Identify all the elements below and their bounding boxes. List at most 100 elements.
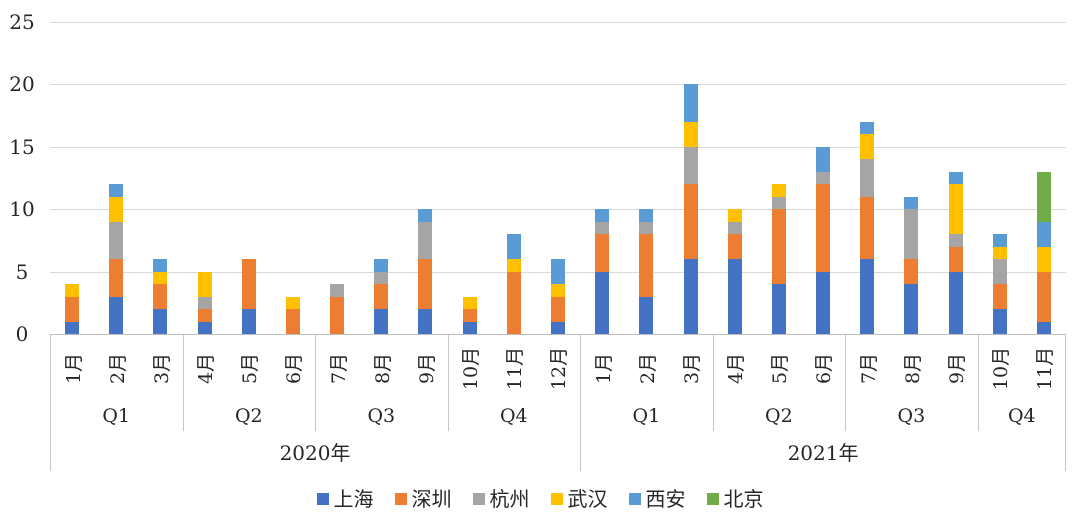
bar-segment	[551, 321, 565, 334]
x-tick-month: 3月	[138, 336, 182, 400]
x-tick-month: 1月	[580, 336, 624, 400]
legend-label: 武汉	[567, 487, 608, 511]
bar-segment	[992, 309, 1007, 334]
x-group-year: 2021年	[787, 440, 859, 465]
bar-segment	[992, 284, 1007, 310]
x-group-year: 2020年	[279, 440, 351, 465]
bar-segment	[418, 259, 433, 310]
x-tick-month-label: 2月	[106, 352, 129, 384]
bar-segment	[727, 209, 742, 222]
bar-segment	[418, 209, 433, 222]
bar-segment	[374, 284, 389, 310]
legend-item: 武汉	[550, 487, 608, 511]
x-group-quarter: Q2	[765, 405, 793, 427]
x-tick-month-label: 10月	[460, 346, 483, 390]
y-tick-label: 15	[9, 134, 35, 159]
bar-segment	[860, 159, 875, 197]
bar-segment	[1036, 321, 1051, 334]
bar-segment	[904, 196, 919, 210]
bar-segment	[595, 234, 610, 272]
legend-label: 杭州	[489, 487, 530, 511]
y-tick-label: 10	[9, 197, 35, 222]
bar-segment	[860, 134, 875, 160]
x-tick-month: 10月	[978, 336, 1022, 400]
legend-label: 深圳	[411, 487, 452, 511]
bar-segment	[816, 171, 831, 185]
gridline	[50, 209, 1066, 211]
gridline	[50, 146, 1066, 148]
legend-swatch	[394, 493, 407, 505]
bar-segment	[727, 259, 742, 334]
x-group-quarter: Q4	[1007, 405, 1036, 427]
bar-segment	[816, 146, 831, 172]
bar-segment	[727, 234, 742, 260]
y-tick-label: 0	[15, 322, 29, 346]
bar-segment	[109, 259, 124, 297]
x-tick-month-label: 4月	[725, 352, 748, 384]
axis-separator-quarter	[712, 335, 714, 431]
bar-segment	[639, 296, 654, 334]
legend-swatch	[550, 493, 563, 505]
y-tick-label: 25	[9, 10, 35, 34]
x-tick-month: 6月	[801, 336, 845, 400]
y-tick-label: 5	[15, 259, 29, 284]
bar-segment	[595, 221, 610, 235]
bar-segment	[506, 234, 521, 260]
bar-segment	[771, 196, 786, 210]
bar-segment	[860, 196, 875, 260]
bar-segment	[948, 271, 963, 334]
bar-segment	[1036, 221, 1051, 247]
axis-separator-year	[1065, 335, 1066, 471]
x-tick-month: 3月	[668, 336, 712, 400]
x-tick-month: 10月	[448, 336, 492, 400]
bar-segment	[65, 284, 80, 297]
x-group-quarter: Q3	[897, 405, 926, 427]
bar-segment	[551, 259, 565, 285]
x-tick-month-label: 6月	[283, 352, 306, 384]
bar-segment	[551, 296, 565, 322]
x-tick-month-label: 4月	[195, 352, 218, 384]
bar-segment	[771, 184, 786, 197]
bar-segment	[683, 259, 698, 334]
x-tick-month: 5月	[227, 336, 271, 400]
axis-separator-year	[50, 335, 51, 471]
x-tick-month: 1月	[50, 336, 94, 400]
bar-segment	[65, 296, 80, 322]
bar-segment	[816, 271, 831, 334]
x-tick-month: 8月	[889, 336, 933, 400]
x-tick-month-label: 9月	[415, 352, 438, 384]
bar-segment	[462, 309, 477, 322]
x-tick-month: 9月	[933, 336, 977, 400]
bar-segment	[639, 221, 654, 235]
x-tick-month-label: 12月	[548, 346, 571, 390]
legend-swatch	[628, 493, 641, 505]
x-tick-month: 11月	[492, 336, 536, 400]
bar-segment	[595, 271, 610, 334]
bar-segment	[683, 121, 698, 147]
bar-segment	[860, 259, 875, 334]
x-tick-month-label: 10月	[990, 346, 1013, 390]
bar-segment	[462, 321, 477, 334]
bar-segment	[197, 321, 212, 334]
bar-segment	[992, 246, 1007, 260]
bar-segment	[595, 209, 610, 222]
bar-segment	[241, 259, 256, 310]
x-tick-month: 4月	[183, 336, 227, 400]
axis-separator-quarter	[315, 335, 317, 431]
bar-segment	[506, 271, 521, 334]
axis-separator-quarter	[977, 335, 979, 431]
bar-segment	[197, 271, 212, 297]
x-tick-month: 8月	[359, 336, 403, 400]
x-tick-month-label: 7月	[327, 352, 350, 384]
x-tick-month-label: 7月	[857, 352, 880, 384]
x-tick-month: 2月	[624, 336, 668, 400]
x-axis: 1月 2月 3月 4月 5月 6月 7月 8月 9月 10月 11月 12月 1月 2月 3月 4月 5月 6月 7…	[50, 334, 1066, 471]
bar-segment	[285, 296, 300, 310]
legend-swatch	[706, 493, 719, 505]
x-tick-month: 7月	[315, 336, 359, 400]
bar-segment	[948, 234, 963, 247]
legend-label: 北京	[723, 487, 764, 511]
bar-segment	[330, 284, 345, 297]
bar-segment	[153, 309, 168, 334]
